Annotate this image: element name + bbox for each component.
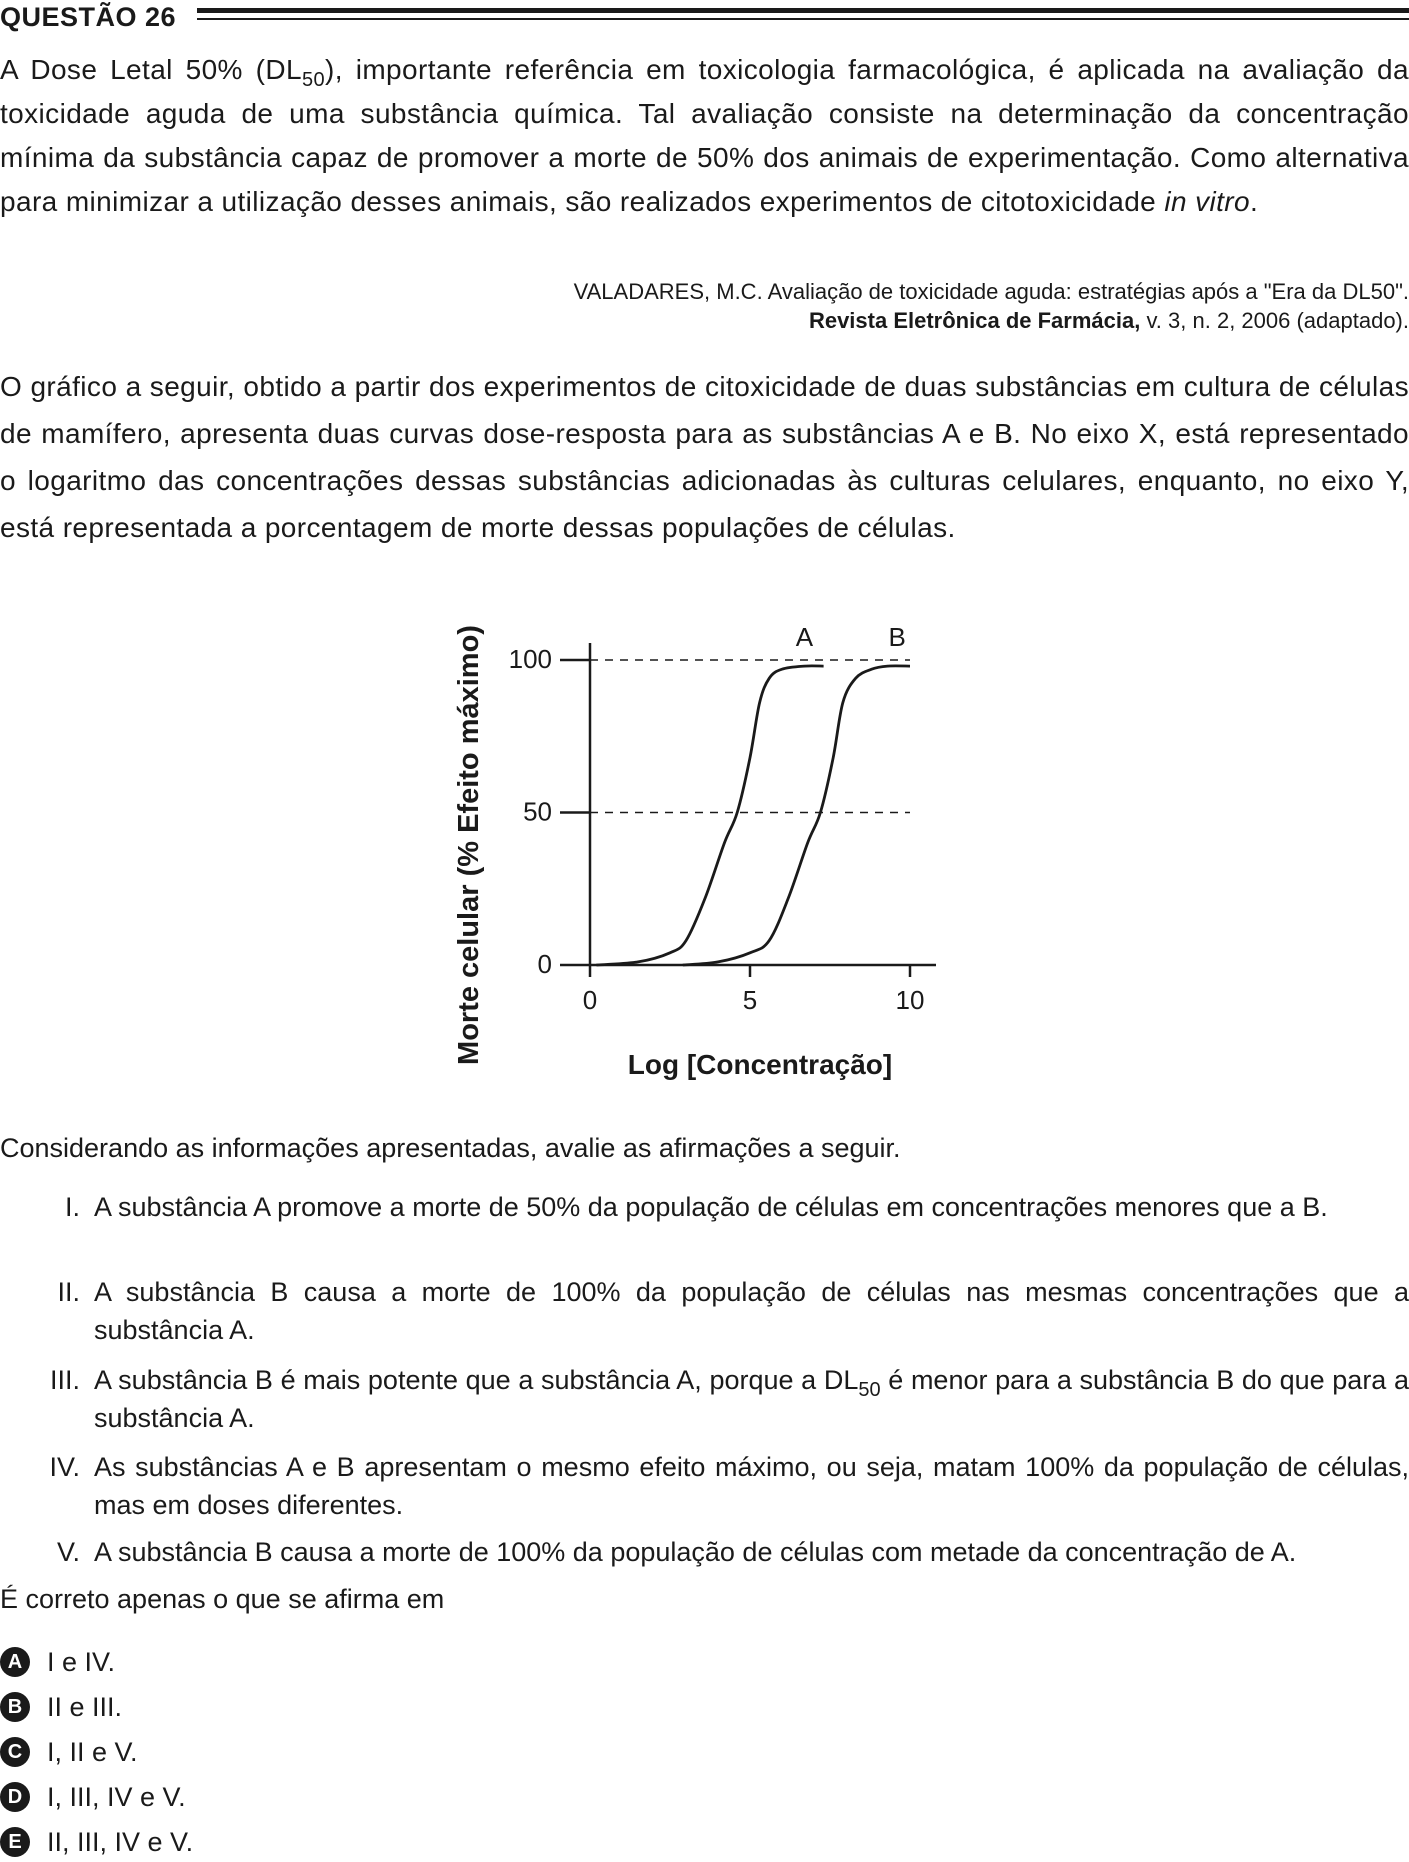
x-tick-label-2: 10 bbox=[896, 985, 925, 1015]
option-letter-badge: D bbox=[0, 1782, 30, 1812]
option-text: I, III, IV e V. bbox=[47, 1782, 186, 1812]
statement-number: IV. bbox=[49, 1452, 80, 1482]
statement-text: A substância B causa a morte de 100% da … bbox=[94, 1277, 1409, 1345]
option-text: I e IV. bbox=[47, 1647, 116, 1677]
option-letter-badge: C bbox=[0, 1737, 30, 1767]
dose-response-chart: Morte celular (% Efeito máximo) Log [Con… bbox=[453, 622, 936, 1080]
intro-subscript: 50 bbox=[301, 69, 325, 91]
intro-paragraph: A Dose Letal 50% (DL50), importante refe… bbox=[0, 48, 1409, 224]
intro-text-2: ), importante referência em toxicologia … bbox=[0, 54, 1409, 217]
citation-journal: Revista Eletrônica de Farmácia, bbox=[808, 308, 1141, 333]
statement-number: V. bbox=[56, 1537, 80, 1567]
question-header: QUESTÃO 26 bbox=[0, 0, 1409, 34]
statement-text-part-2: é menor para a substância B do que para … bbox=[94, 1365, 1409, 1433]
question-title: QUESTÃO 26 bbox=[0, 2, 177, 32]
curve-a bbox=[596, 664, 824, 967]
citation-line-1: VALADARES, M.C. Avaliação de toxicidade … bbox=[573, 279, 1409, 304]
header-rule-thin bbox=[197, 18, 1409, 20]
intro-text: A Dose Letal 50% (DL bbox=[0, 54, 302, 85]
statement-subscript: 50 bbox=[858, 1379, 881, 1401]
curve-label-b: B bbox=[889, 622, 906, 652]
option-letter-badge: B bbox=[0, 1692, 30, 1722]
option-letter-badge: E bbox=[0, 1827, 30, 1857]
curve-label-a: A bbox=[796, 622, 814, 652]
y-tick-label-2: 100 bbox=[509, 644, 552, 674]
citation-line-2: Revista Eletrônica de Farmácia, v. 3, n.… bbox=[809, 308, 1409, 334]
intro-italic: in vitro bbox=[1164, 186, 1250, 217]
statement-number: III. bbox=[49, 1365, 80, 1395]
y-axis-label: Morte celular (% Efeito máximo) bbox=[453, 625, 485, 1065]
description-paragraph: O gráfico a seguir, obtido a partir dos … bbox=[0, 371, 1409, 543]
header-rule bbox=[197, 8, 1409, 13]
ask-text: É correto apenas o que se afirma em bbox=[0, 1584, 445, 1614]
x-axis-label: Log [Concentração] bbox=[628, 1049, 892, 1080]
curve-b bbox=[682, 664, 911, 967]
statement-number: II. bbox=[57, 1277, 80, 1307]
y-tick-label-0: 0 bbox=[538, 949, 552, 979]
statement-number: I. bbox=[64, 1192, 80, 1222]
x-tick-label-1: 5 bbox=[743, 985, 757, 1015]
axis-ticks: 0 50 100 0 5 10 bbox=[509, 644, 925, 1015]
statement-text: A substância B é mais potente que a subs… bbox=[94, 1361, 1409, 1437]
prompt-text: Considerando as informações apresentadas… bbox=[0, 1133, 901, 1163]
statement-text: A substância B causa a morte de 100% da … bbox=[94, 1537, 1297, 1567]
x-tick-label-0: 0 bbox=[583, 985, 597, 1015]
citation-rest: v. 3, n. 2, 2006 (adaptado). bbox=[1140, 308, 1409, 333]
reference-lines bbox=[590, 659, 910, 814]
y-tick-label-1: 50 bbox=[523, 797, 552, 827]
option-text: II e III. bbox=[47, 1692, 123, 1722]
statement-text: As substâncias A e B apresentam o mesmo … bbox=[94, 1452, 1409, 1520]
option-text: II, III, IV e V. bbox=[47, 1827, 194, 1857]
intro-text-3: . bbox=[1250, 186, 1259, 217]
statement-text-part: A substância B é mais potente que a subs… bbox=[94, 1365, 859, 1395]
option-text: I, II e V. bbox=[47, 1737, 138, 1767]
option-letter-badge: A bbox=[0, 1647, 30, 1677]
statement-text: A substância A promove a morte de 50% da… bbox=[94, 1192, 1328, 1222]
